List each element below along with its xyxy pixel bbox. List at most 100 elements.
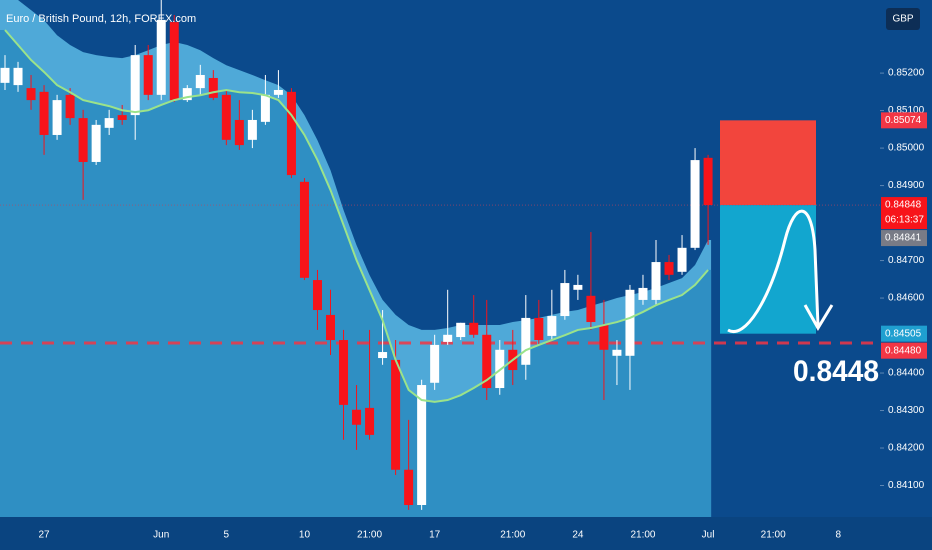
y-tick-label: 0.84700 (888, 255, 925, 266)
candle-body (156, 19, 166, 95)
candle-body (443, 334, 453, 342)
currency-box (886, 8, 920, 30)
candle-body (599, 325, 609, 350)
y-tick-label: 0.84900 (888, 180, 925, 191)
x-tick-label: Jul (702, 530, 715, 541)
x-tick-label: 10 (299, 530, 311, 541)
candle-body (664, 262, 674, 275)
candle-body (625, 289, 635, 356)
price-label-box (881, 342, 927, 359)
candle-body (326, 314, 335, 341)
countdown: 06:13:37 (885, 215, 924, 226)
candle-body (612, 349, 622, 356)
candle-body (130, 55, 140, 116)
x-tick-label: 27 (38, 530, 50, 541)
price-label: 0.84848 (885, 200, 922, 211)
plot-area: 0.85200 0.85100 0.85000 0.84900 0.84700 0.846… (0, 0, 925, 518)
candle-body (208, 77, 218, 98)
candle-body (521, 317, 531, 365)
y-tick-label: 0.84200 (888, 443, 925, 454)
candle-body (91, 124, 101, 162)
candle-body (560, 283, 570, 317)
candle-body (312, 280, 322, 311)
candle-body (260, 94, 270, 122)
y-tick-label: 0.85200 (888, 68, 925, 79)
y-tick-label: 0.84400 (888, 368, 925, 379)
y-tick-label: 0.84100 (888, 480, 925, 491)
candle-body (430, 344, 440, 383)
price-label-box (881, 325, 927, 342)
candle-body (0, 67, 10, 83)
y-tick-label: 0.84600 (888, 293, 925, 304)
price-label: 0.84841 (885, 233, 922, 244)
x-tick-label: 17 (429, 530, 441, 541)
x-tick-label: 21:00 (630, 530, 655, 541)
candle-body (286, 91, 296, 176)
candle-body (52, 100, 62, 135)
candle-body (391, 359, 401, 470)
overlay: 27 Jun 5 10 21:00 17 21:00 24 21:00 Jul 21:00 8 0.84… (38, 112, 927, 541)
candle-body (352, 409, 362, 425)
candle-body (469, 322, 479, 335)
candle-body (273, 89, 283, 95)
candle-body (221, 94, 231, 140)
target-zone (720, 205, 816, 334)
price-label: 0.84480 (885, 345, 922, 356)
candle-body (404, 469, 414, 506)
x-tick-label: 21:00 (357, 530, 382, 541)
candle-body (104, 118, 114, 128)
x-tick-label: 21:00 (500, 530, 525, 541)
candle-body (651, 262, 661, 300)
candle-body (573, 284, 583, 290)
x-tick-label: 8 (835, 530, 841, 541)
candle-body (586, 295, 596, 323)
price-label: 0.85074 (885, 115, 922, 126)
candle-body (78, 118, 88, 162)
y-tick-label: 0.85100 (888, 105, 925, 116)
candle-body (117, 115, 127, 120)
arrow-curve (727, 209, 820, 333)
candle-body (534, 317, 544, 341)
candle-body (169, 22, 179, 101)
x-tick-label: Jun (153, 530, 169, 541)
candle-body (65, 94, 75, 119)
candle-body (703, 157, 713, 206)
candle-body (299, 181, 309, 278)
price-label-box (881, 197, 927, 230)
price-label-box (881, 230, 927, 247)
candle-body (456, 322, 466, 338)
candle-body (195, 74, 205, 89)
x-axis-strip (0, 517, 932, 550)
y-tick-label: 0.85000 (888, 143, 925, 154)
x-tick-label: 21:00 (761, 530, 786, 541)
y-tick-label: 0.84300 (888, 405, 925, 416)
candle-body (26, 88, 36, 101)
currency: GBP (892, 14, 913, 25)
price-label-box (881, 112, 927, 129)
candle-body (247, 119, 257, 140)
stop-zone (720, 120, 816, 206)
chart-title: Euro / British Pound, 12h, FOREX.com (6, 13, 196, 25)
price-label: 0.84505 (885, 328, 922, 339)
x-tick-label: 5 (224, 530, 230, 541)
candle-body (417, 385, 427, 506)
candle-body (143, 55, 153, 95)
candle-body (13, 67, 23, 86)
ma-line (4, 29, 709, 403)
target-annotation: 0.8448 (793, 355, 879, 388)
ma-area (0, 29, 712, 518)
candle-body (638, 287, 648, 300)
candle-body (339, 340, 349, 405)
candle-body (690, 160, 700, 248)
x-tick-label: 24 (572, 530, 584, 541)
candle-body (378, 352, 388, 359)
arrow-head (803, 304, 834, 331)
candle-body (365, 407, 375, 435)
candle-body (39, 91, 49, 135)
candle-body (482, 334, 492, 389)
candle-body (547, 316, 557, 336)
candle-body (677, 247, 687, 272)
candle-body (182, 88, 192, 101)
